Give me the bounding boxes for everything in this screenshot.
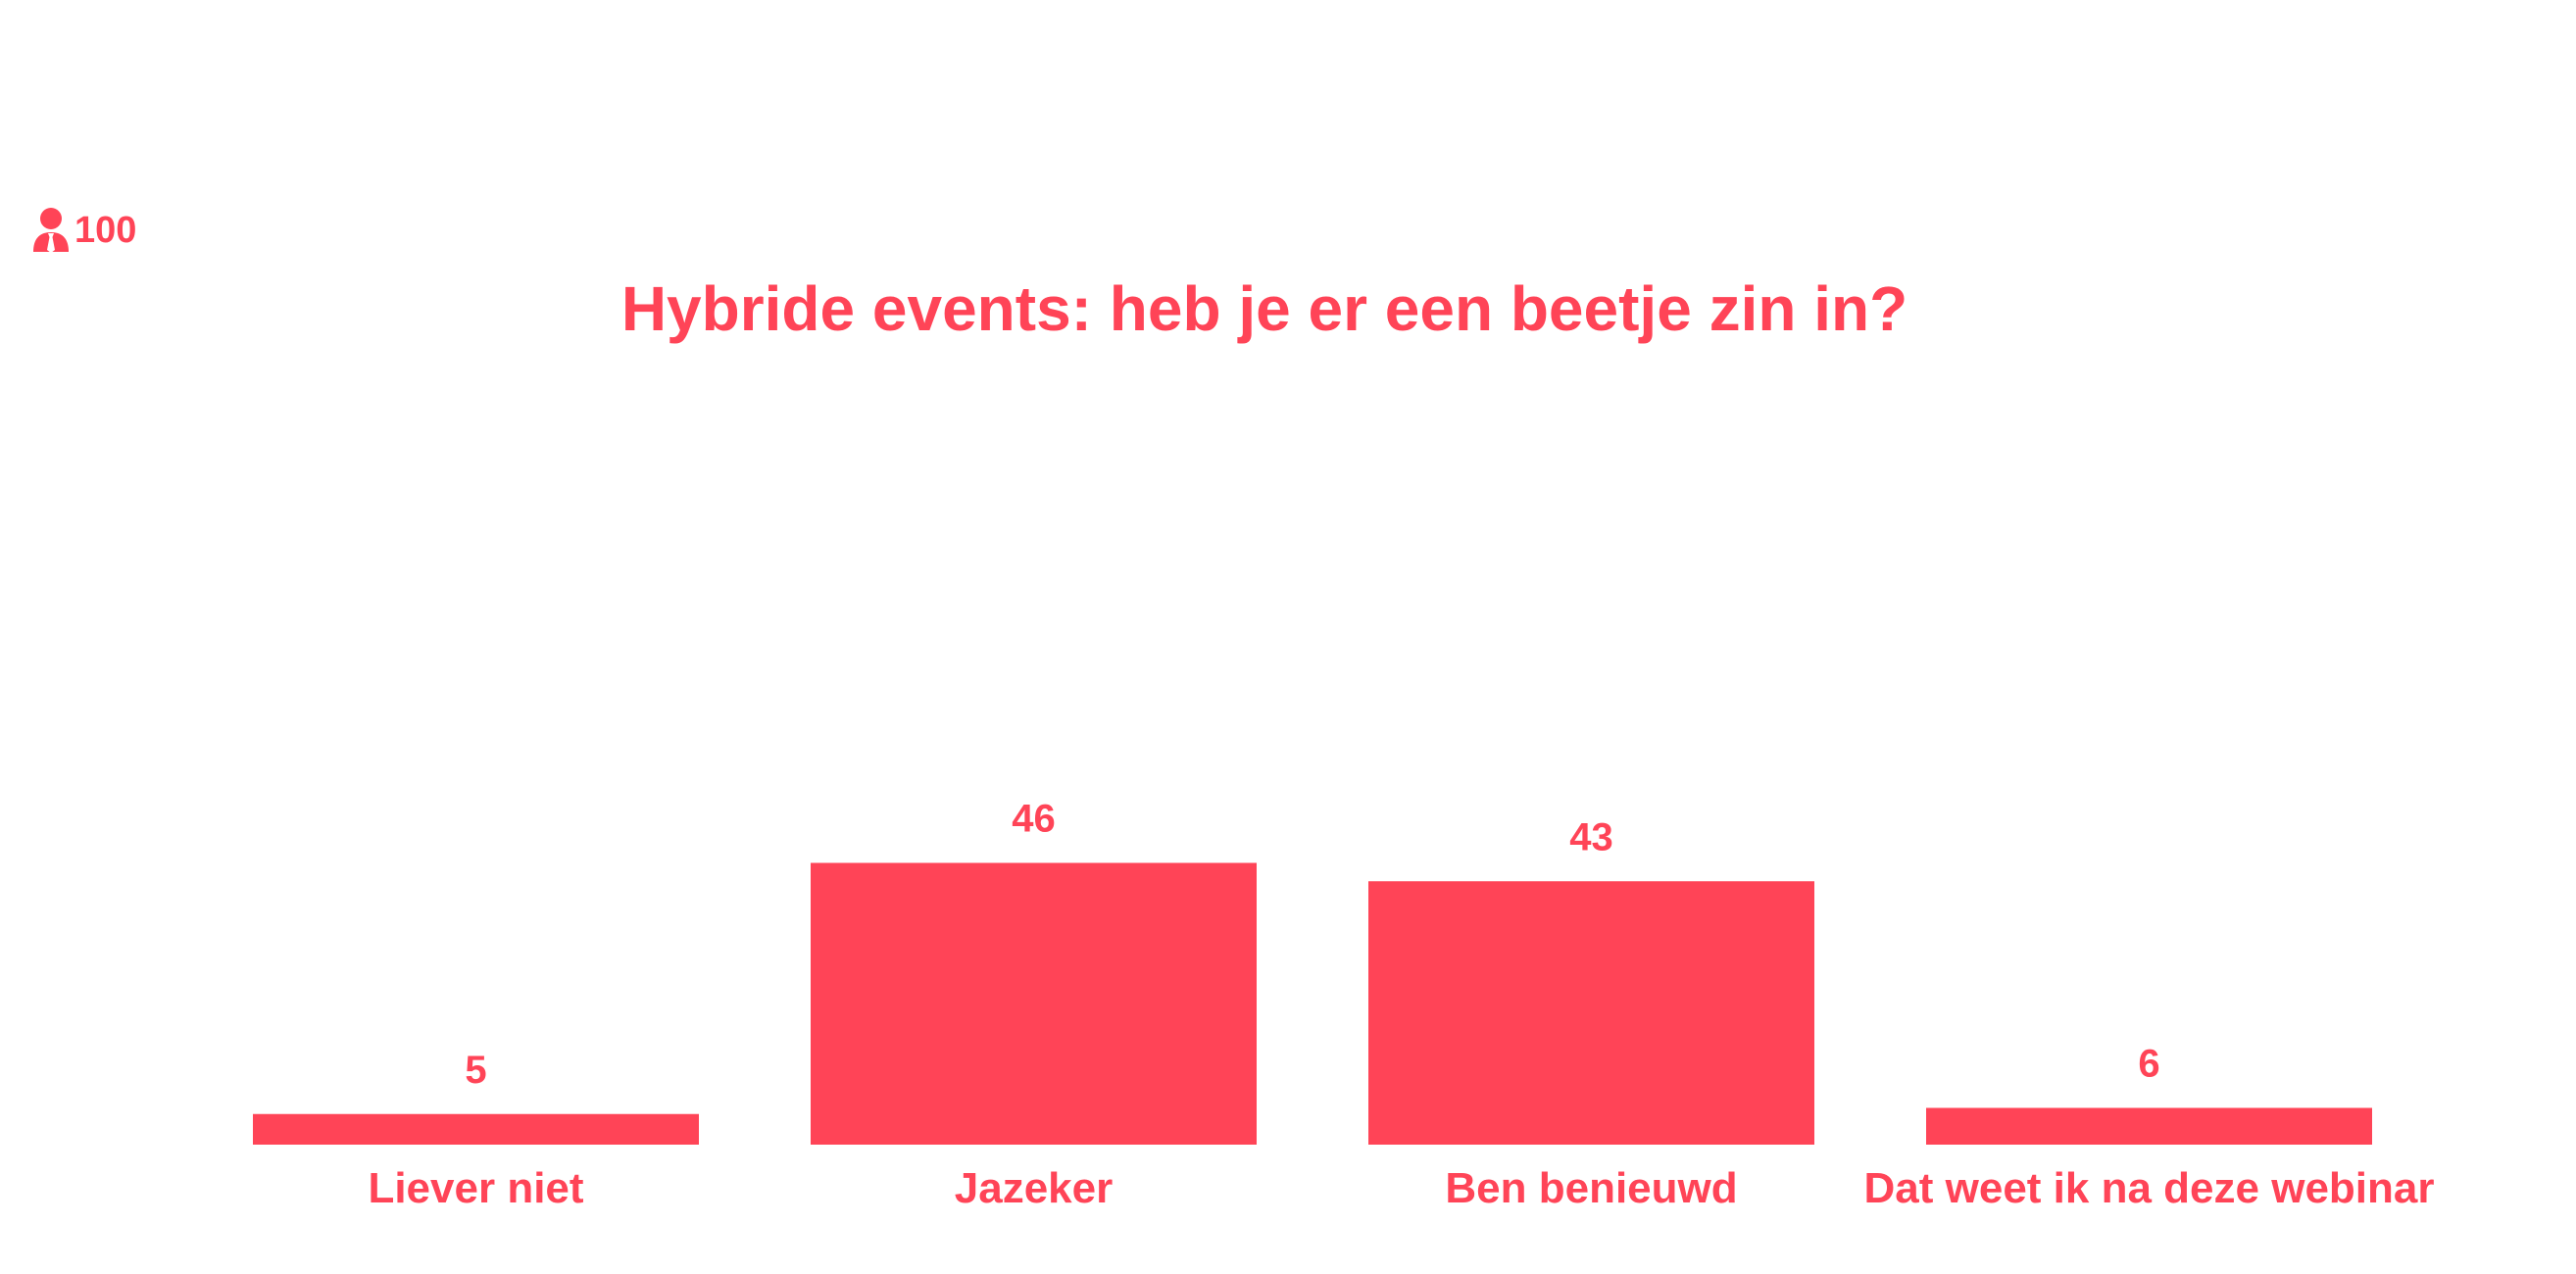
chart-title: Hybride events: heb je er een beetje zin… <box>620 273 1908 344</box>
bar-value-label: 6 <box>2138 1043 2159 1086</box>
bar-3 <box>1368 881 1814 1145</box>
category-label: Liever niet <box>368 1164 583 1212</box>
participant-count: 100 <box>74 210 137 251</box>
user-icon <box>31 207 71 254</box>
bar-1 <box>253 1113 699 1145</box>
category-label: Dat weet ik na deze webinar <box>1864 1164 2435 1212</box>
bar-value-label: 5 <box>465 1049 486 1092</box>
bar-value-label: 43 <box>1569 815 1613 858</box>
category-label: Ben benieuwd <box>1445 1164 1737 1212</box>
bar-value-label: 46 <box>1012 798 1056 841</box>
bar-2 <box>811 862 1257 1145</box>
participant-counter: 100 <box>31 206 136 255</box>
bar-4 <box>1926 1107 2372 1145</box>
category-label: Jazeker <box>955 1164 1113 1212</box>
